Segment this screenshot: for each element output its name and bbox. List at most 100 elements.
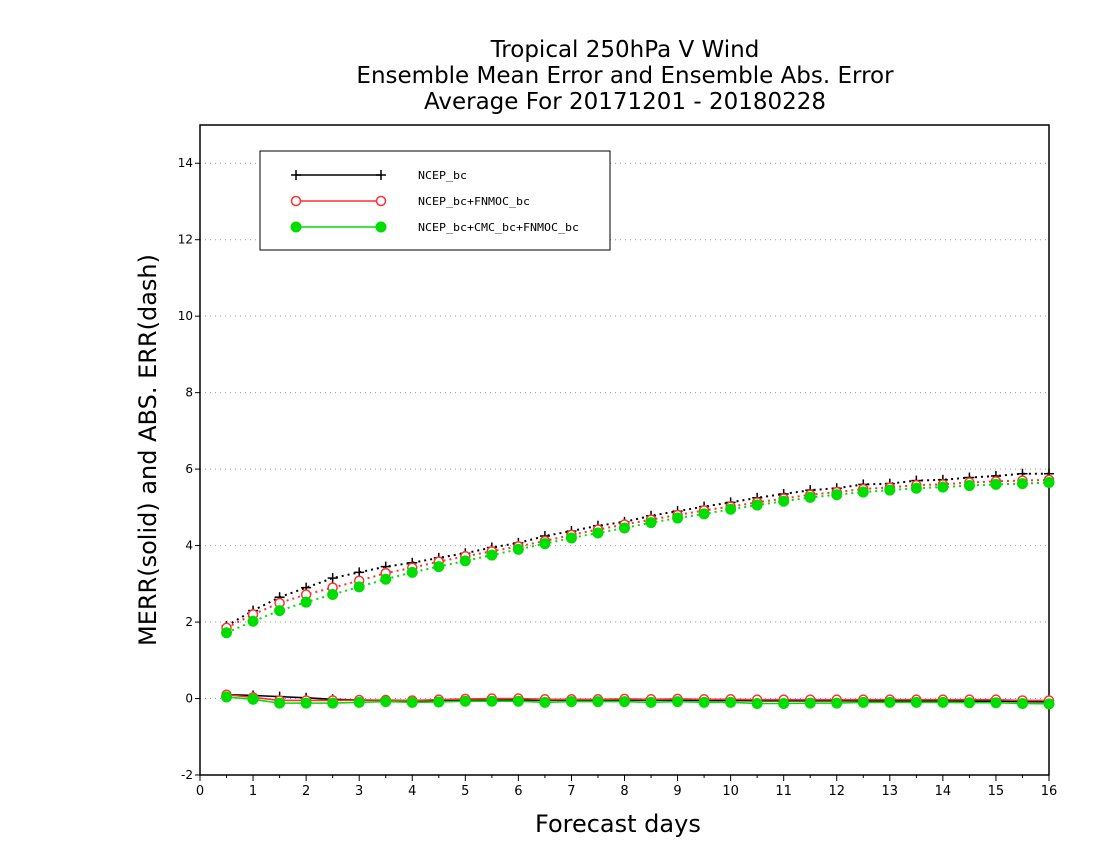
- abs-err-point: [937, 481, 949, 493]
- legend-entry-0: NCEP_bc: [291, 169, 467, 182]
- abs-err-line: [226, 478, 1050, 629]
- y-tick-label: 14: [178, 156, 193, 170]
- abs-err-point: [1043, 477, 1055, 488]
- merr-point: [725, 696, 737, 708]
- merr-point: [247, 693, 259, 705]
- merr-point: [353, 696, 365, 708]
- abs-err-point: [619, 522, 630, 534]
- merr-point: [592, 696, 604, 708]
- legend-label: NCEP_bc+CMC_bc+FNMOC_bc: [418, 221, 579, 234]
- abs-err-point: [884, 484, 896, 496]
- merr-point: [327, 697, 339, 709]
- merr-point: [274, 697, 286, 709]
- x-tick-label: 8: [620, 784, 628, 799]
- legend-entry-1: NCEP_bc+FNMOC_bc: [290, 195, 530, 208]
- legend: NCEP_bc NCEP_bc+FNMOC_bc NCEP_bc+CMC_bc+FN…: [259, 150, 611, 251]
- abs-err-point: [592, 527, 604, 539]
- y-tick-label: -2: [181, 768, 193, 782]
- chart-title-line-2: Ensemble Mean Error and Ensemble Abs. Er…: [356, 63, 894, 89]
- merr-point: [778, 698, 790, 709]
- y-tick-label: 12: [178, 233, 193, 247]
- abs-err-point: [221, 627, 233, 639]
- abs-err-point: [300, 596, 312, 608]
- y-axis-title: MERR(solid) and ABS. ERR(dash): [134, 254, 162, 646]
- y-tick-label: 0: [185, 692, 193, 706]
- chart-title-line-1: Tropical 250hPa V Wind: [490, 37, 760, 63]
- y-tick-label: 10: [178, 309, 193, 323]
- abs-err-point: [406, 566, 418, 578]
- x-tick-label: 15: [988, 784, 1005, 799]
- legend-label: NCEP_bc+FNMOC_bc: [418, 195, 530, 208]
- merr-point: [565, 696, 577, 708]
- x-tick-label: 4: [408, 784, 416, 799]
- y-tick-label: 4: [185, 539, 193, 553]
- y-tick-label: 2: [185, 615, 193, 629]
- abs-err-point: [910, 482, 922, 494]
- series-0: [221, 468, 1054, 707]
- x-tick-label: 3: [355, 784, 363, 799]
- abs-err-line: [226, 472, 1049, 627]
- merr-point: [1043, 698, 1055, 710]
- merr-point: [1016, 698, 1028, 709]
- plot-series: [221, 468, 1055, 710]
- merr-point: [221, 691, 233, 703]
- merr-point: [406, 696, 418, 708]
- x-tick-label: 13: [882, 784, 899, 799]
- merr-point: [804, 697, 816, 709]
- x-tick-label: 11: [775, 784, 792, 799]
- abs-err-point: [327, 573, 338, 584]
- y-tick-label: 8: [185, 386, 193, 400]
- merr-point: [990, 697, 1002, 709]
- merr-point: [539, 696, 551, 708]
- abs-err-point: [274, 605, 286, 617]
- abs-err-point: [804, 491, 816, 503]
- legend-label: NCEP_bc: [418, 169, 467, 182]
- merr-point: [619, 696, 630, 708]
- x-tick-label: 6: [514, 784, 522, 799]
- legend-marker-left: [291, 170, 301, 180]
- merr-point: [645, 696, 657, 708]
- chart-title-line-3: Average For 20171201 - 20180228: [423, 89, 827, 115]
- abs-err-point: [380, 573, 392, 585]
- x-tick-label: 16: [1041, 784, 1058, 799]
- x-tick-label: 2: [302, 784, 310, 799]
- abs-err-line: [226, 481, 1050, 634]
- legend-marker-right: [375, 221, 387, 233]
- abs-err-point: [539, 538, 551, 550]
- x-tick-label: 10: [722, 784, 739, 799]
- y-tick-label: 6: [185, 462, 193, 476]
- abs-err-point: [645, 517, 657, 529]
- abs-err-point: [353, 581, 365, 593]
- abs-err-point: [433, 561, 445, 573]
- legend-marker-left: [290, 221, 302, 233]
- x-tick-label: 1: [249, 784, 257, 799]
- merr-point: [380, 696, 392, 708]
- abs-err-point: [698, 508, 710, 520]
- legend-marker-left: [290, 195, 302, 207]
- x-tick-label: 7: [567, 784, 575, 799]
- abs-err-point: [751, 499, 763, 511]
- merr-point: [486, 695, 498, 707]
- merr-point: [433, 696, 445, 708]
- grid: [200, 162, 1049, 776]
- legend-marker-right: [375, 195, 387, 207]
- merr-point: [698, 696, 710, 708]
- merr-point: [831, 697, 843, 709]
- x-tick-label: 14: [935, 784, 952, 799]
- merr-point: [910, 696, 922, 708]
- abs-err-point: [327, 589, 339, 601]
- merr-point: [512, 695, 524, 707]
- x-tick-label: 0: [196, 784, 204, 799]
- merr-point: [857, 696, 869, 708]
- abs-err-point: [963, 480, 975, 492]
- abs-err-point: [990, 478, 1002, 490]
- abs-err-point: [1016, 478, 1028, 490]
- abs-err-point: [725, 503, 737, 515]
- x-axis-title: Forecast days: [535, 810, 701, 838]
- merr-line: [226, 693, 1049, 702]
- merr-point: [963, 697, 975, 709]
- abs-err-point: [831, 489, 843, 501]
- series-2: [221, 477, 1055, 710]
